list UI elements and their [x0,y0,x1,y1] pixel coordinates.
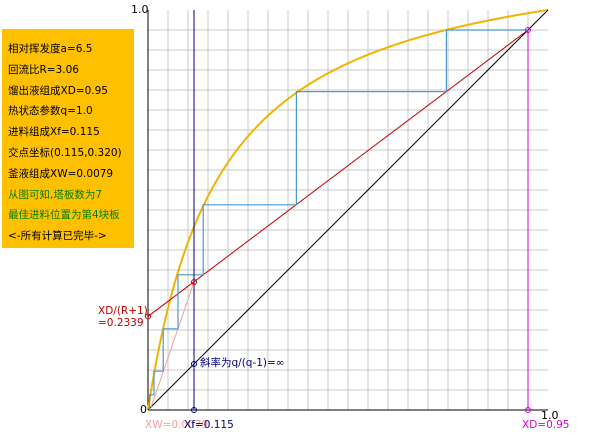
result-feed-plate: 最佳进料位置为第4块板 [8,209,120,222]
rectifying-operating-line [147,29,529,317]
y-tick-label-zero: 0 [140,403,147,416]
y-tick-label-top: 1.0 [131,3,149,16]
series [147,9,549,411]
xd-axis-point [525,407,531,413]
intersection-point [191,279,197,285]
param-intersection-point: 交点坐标(0.115,0.320) [8,146,122,159]
param-relative-volatility: 相对挥发度a=6.5 [8,43,93,55]
intercept-label-line2: =0.2339 [98,317,144,329]
stripping-operating-line [150,281,195,408]
mccabe-thiele-steps [149,29,528,410]
slope-label: 斜率为q/(q-1)=∞ [200,356,285,369]
param-feed-composition: 进料组成Xf=0.115 [8,126,100,139]
result-plate-count: 从图可知,塔板数为7 [8,188,103,201]
intercept-point [145,313,151,320]
param-reflux-ratio: 回流比R=3.06 [8,63,79,76]
markers [145,27,531,413]
param-thermal-state: 热状态参数q=1.0 [8,105,93,118]
equilibrium-curve [147,9,549,411]
xw-label: XW=0.0079 [145,419,208,431]
grid [148,10,548,410]
x-tick-label-right: 1.0 [541,409,559,422]
completion-message: <-所有计算已完毕-> [8,230,107,243]
feed-axis-point [191,407,197,413]
xd-label: XD=0.95 [522,419,569,431]
param-distillate-composition: 馏出液组成XD=0.95 [8,84,108,97]
axes [147,10,548,411]
feed-diagonal-point [191,361,197,367]
xf-label: Xf=0.115 [184,419,234,431]
xd-diagonal-point [525,27,531,33]
info-panel: 相对挥发度a=6.5 回流比R=3.06 馏出液组成XD=0.95 热状态参数q… [2,29,134,248]
intercept-label-line1: XD/(R+1) [98,305,148,317]
labels: 1.0 0 1.0 XD/(R+1) =0.2339 斜率为q/(q-1)=∞ … [98,3,569,431]
diagonal-line [147,9,549,411]
param-bottoms-composition: 釜液组成XW=0.0079 [8,167,114,180]
